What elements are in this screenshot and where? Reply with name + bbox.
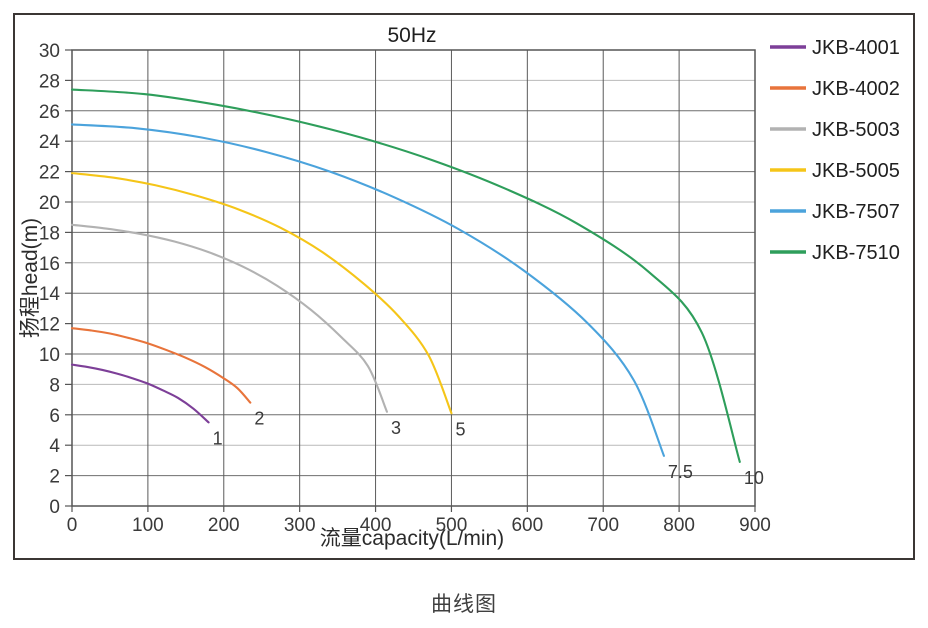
series-line-jkb-4002 [70,327,252,404]
y-tick-label: 16 [39,254,60,275]
series-line-jkb-5003 [70,223,388,413]
series-line-jkb-7507 [70,123,665,457]
series-end-label-jkb-5005: 5 [455,419,465,439]
x-axis-tick-labels: 0 100 200 300 400 500 600 700 800 900 [67,515,771,536]
grid-lines [72,50,755,506]
x-tick-label: 200 [208,515,240,536]
x-tick-label: 600 [511,515,543,536]
y-tick-label: 14 [39,284,61,305]
plot-area-border [71,49,756,507]
legend-label-jkb-5005[interactable]: JKB-5005 [812,160,900,182]
x-tick-label: 700 [587,515,619,536]
legend-label-jkb-4002[interactable]: JKB-4002 [812,78,900,100]
series-end-label-jkb-7510: 10 [744,468,764,488]
y-tick-label: 18 [39,223,60,244]
series-line-jkb-5005 [70,172,453,415]
series-curves [70,88,741,463]
series-end-label-jkb-4001: 1 [213,428,223,448]
series-end-label-jkb-5003: 3 [391,418,401,438]
chart-title: 50Hz [387,24,436,47]
y-tick-label: 30 [39,41,60,62]
y-tick-label: 6 [49,406,60,427]
x-tick-label: 300 [284,515,316,536]
figure-caption: 曲线图 [431,593,497,616]
y-tick-label: 10 [39,345,60,366]
series-line-jkb-7510 [70,88,741,463]
y-tick-label: 4 [49,436,60,457]
y-tick-label: 20 [39,193,60,214]
chart-title-group: 50Hz [387,24,436,47]
legend-label-jkb-7507[interactable]: JKB-7507 [812,201,900,223]
series-end-label-jkb-7507: 7.5 [668,462,693,482]
legend-label-jkb-7510[interactable]: JKB-7510 [812,242,900,264]
legend: JKB-4001 JKB-4002 JKB-5003 JKB-5005 JKB-7507… [770,37,900,264]
x-tick-label: 0 [67,515,78,536]
series-end-label-jkb-4002: 2 [254,409,264,429]
y-axis-title: 扬程head(m) [19,218,42,338]
series-end-labels: 1 2 3 5 7.5 10 [213,409,764,488]
x-tick-label: 800 [663,515,695,536]
legend-label-jkb-5003[interactable]: JKB-5003 [812,119,900,141]
y-tick-label: 28 [39,71,60,92]
x-tick-label: 500 [436,515,468,536]
y-tick-label: 24 [39,132,61,153]
y-tick-label: 0 [49,497,60,518]
series-line-jkb-4001 [70,363,210,424]
y-tick-label: 26 [39,102,60,123]
x-tick-label: 400 [360,515,392,536]
y-tick-label: 2 [49,467,60,488]
x-tick-label: 100 [132,515,164,536]
x-axis-title: 流量capacity(L/min) [320,527,504,550]
pump-curve-chart: 50Hz 0 100 200 300 400 500 600 700 800 900 024681… [19,24,900,550]
y-tick-label: 8 [49,375,60,396]
y-tick-label: 22 [39,163,60,184]
legend-label-jkb-4001[interactable]: JKB-4001 [812,37,900,59]
x-tick-label: 900 [739,515,771,536]
y-tick-label: 12 [39,315,60,336]
